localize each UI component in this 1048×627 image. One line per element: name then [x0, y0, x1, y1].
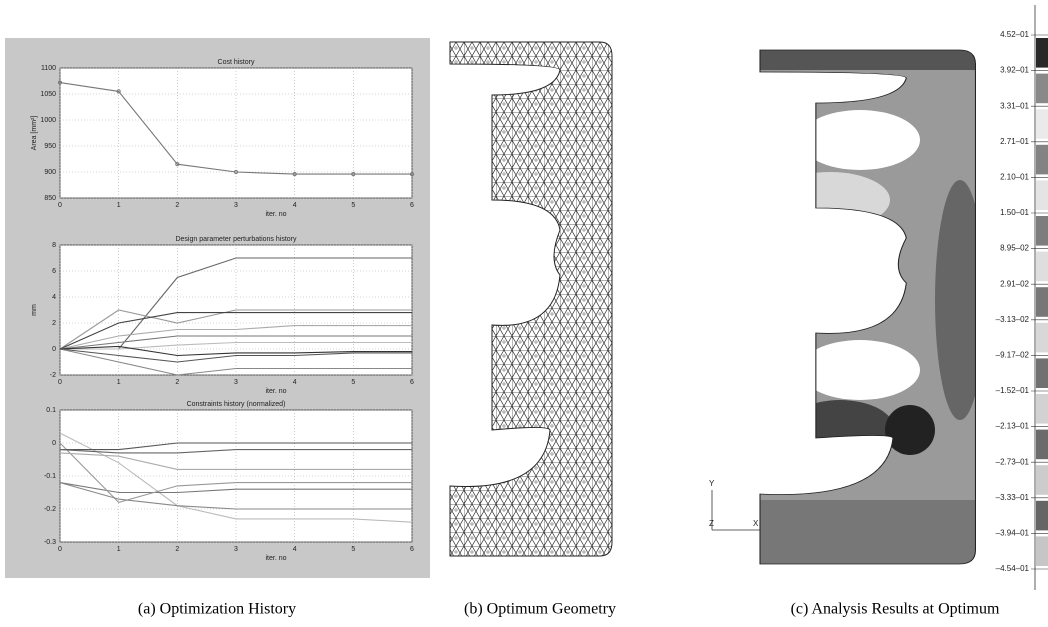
colorbar-swatch: [1036, 109, 1048, 139]
caption: (b) Optimum Geometry: [464, 601, 616, 618]
y-tick-label: -0.3: [44, 539, 56, 546]
plot-area: [60, 68, 412, 198]
y-tick-label: 950: [44, 143, 56, 150]
x-tick-label: 0: [58, 379, 62, 386]
mesh-geometry: [450, 42, 612, 556]
colorbar-swatch: [1036, 287, 1048, 317]
y-tick-label: 900: [44, 169, 56, 176]
colorbar-swatch: [1036, 394, 1048, 424]
y-axis-label: Area [mm²]: [31, 116, 38, 151]
x-tick-label: 6: [410, 202, 414, 209]
chart-title: Constraints history (normalized): [187, 401, 286, 408]
colorbar-swatch: [1036, 358, 1048, 388]
y-tick-label: 850: [44, 195, 56, 202]
stress-contours: [740, 40, 990, 580]
colorbar-swatch: [1036, 74, 1048, 104]
colorbar-label: 1.50–01: [1000, 208, 1029, 217]
x-tick-label: 1: [117, 202, 121, 209]
x-tick-label: 6: [410, 546, 414, 553]
y-tick-label: 0: [52, 346, 56, 353]
x-tick-label: 4: [293, 379, 297, 386]
triad-label: X: [753, 519, 759, 528]
y-tick-label: 4: [52, 294, 56, 301]
x-tick-label: 2: [175, 546, 179, 553]
x-tick-label: 1: [117, 379, 121, 386]
colorbar-label: 2.10–01: [1000, 173, 1029, 182]
y-tick-label: 6: [52, 268, 56, 275]
x-tick-label: 4: [293, 202, 297, 209]
colorbar-label: –1.52–01: [996, 386, 1030, 395]
colorbar-swatch: [1036, 145, 1048, 175]
y-tick-label: 1100: [41, 65, 56, 72]
y-tick-label: -0.1: [44, 473, 56, 480]
y-tick-label: 0: [52, 440, 56, 447]
y-tick-label: -0.2: [44, 506, 56, 513]
caption: (c) Analysis Results at Optimum: [791, 601, 1000, 618]
colorbar-label: 3.31–01: [1000, 101, 1029, 110]
colorbar-swatch: [1036, 501, 1048, 531]
triad-label: Z: [709, 519, 714, 528]
colorbar-label: 2.91–02: [1000, 279, 1029, 288]
colorbar-swatch: [1036, 38, 1048, 68]
x-axis-label: iter. no: [265, 388, 286, 395]
colorbar-label: –3.94–01: [996, 529, 1030, 538]
colorbar-swatch: [1036, 430, 1048, 460]
colorbar-label: 2.71–01: [1000, 137, 1029, 146]
y-tick-label: -2: [50, 372, 56, 379]
y-tick-label: 2: [52, 320, 56, 327]
colorbar-label: 4.52–01: [1000, 30, 1029, 39]
figure: Y Z X (a) Optimization History (b) Optim…: [0, 0, 1048, 627]
y-tick-label: 8: [52, 242, 56, 249]
caption: (a) Optimization History: [138, 601, 296, 618]
colorbar-label: –2.73–01: [996, 457, 1030, 466]
y-tick-label: 1000: [40, 117, 56, 124]
x-tick-label: 5: [351, 546, 355, 553]
chart-title: Design parameter perturbations history: [175, 236, 297, 243]
colorbar-swatch: [1036, 252, 1048, 282]
y-tick-label: 1050: [40, 91, 56, 98]
colorbar-swatch: [1036, 323, 1048, 353]
colorbar-label: –9.17–02: [996, 351, 1030, 360]
x-axis-label: iter. no: [265, 555, 286, 562]
x-tick-label: 0: [58, 202, 62, 209]
colorbar-label: –4.54–01: [996, 564, 1030, 573]
x-tick-label: 3: [234, 379, 238, 386]
colorbar-label: 8.95–02: [1000, 244, 1029, 253]
colorbar-label: –3.13–02: [996, 315, 1030, 324]
colorbar-swatch: [1036, 180, 1048, 210]
x-tick-label: 5: [351, 202, 355, 209]
colorbar-label: –2.13–01: [996, 422, 1030, 431]
x-tick-label: 4: [293, 546, 297, 553]
colorbar-swatch: [1036, 216, 1048, 246]
x-tick-label: 2: [175, 379, 179, 386]
x-tick-label: 5: [351, 379, 355, 386]
x-axis-label: iter. no: [265, 211, 286, 218]
chart-title: Cost history: [218, 59, 255, 66]
y-axis-label: mm: [31, 304, 38, 316]
x-tick-label: 3: [234, 202, 238, 209]
x-tick-label: 0: [58, 546, 62, 553]
x-tick-label: 6: [410, 379, 414, 386]
colorbar-label: –3.33–01: [996, 493, 1030, 502]
x-tick-label: 3: [234, 546, 238, 553]
y-tick-label: 0.1: [46, 407, 56, 414]
x-tick-label: 2: [175, 202, 179, 209]
triad-label: Y: [709, 479, 715, 488]
colorbar-label: 3.92–01: [1000, 66, 1029, 75]
colorbar-swatch: [1036, 465, 1048, 495]
colorbar-swatch: [1036, 536, 1048, 566]
x-tick-label: 1: [117, 546, 121, 553]
